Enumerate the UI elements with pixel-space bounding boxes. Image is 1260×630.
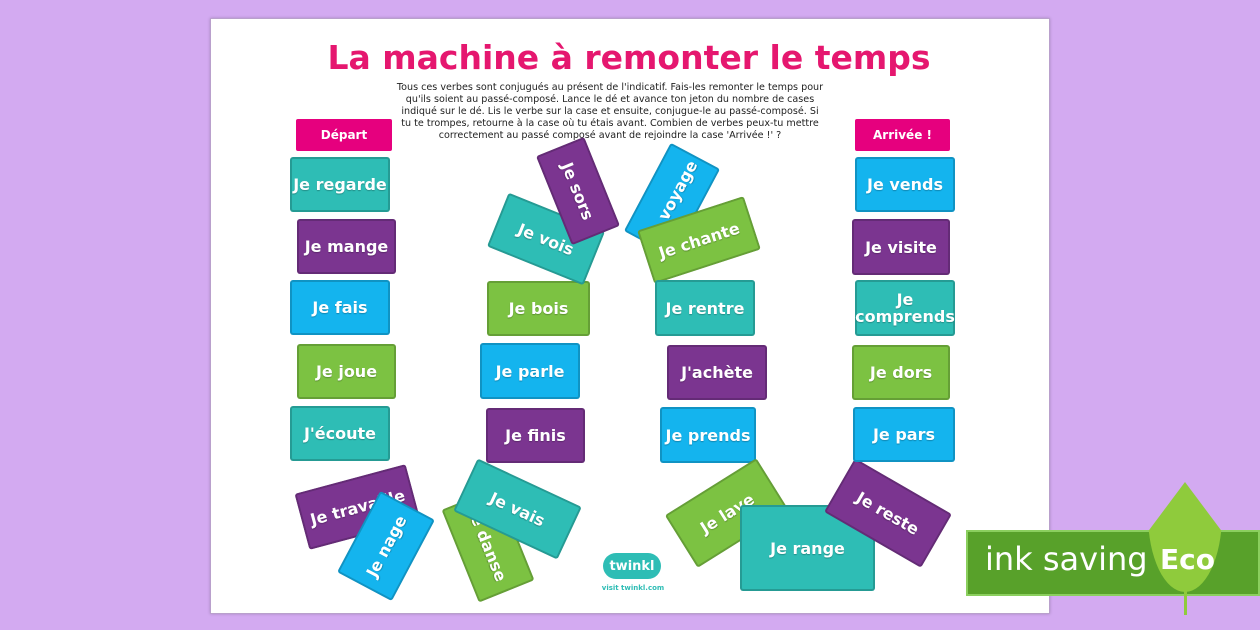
- board-square: Je joue: [297, 344, 396, 399]
- ink-saving-text: ink saving: [985, 540, 1148, 578]
- start-label: Départ: [296, 119, 392, 151]
- eco-label: Eco: [1160, 543, 1215, 576]
- twinkl-logo: twinkl: [603, 553, 661, 579]
- board-square: Je prends: [660, 407, 756, 463]
- twinkl-url: visit twinkl.com: [601, 584, 665, 592]
- board-square: Je mange: [297, 219, 396, 274]
- board-square: Je rentre: [655, 280, 755, 336]
- board-square: Je pars: [853, 407, 955, 462]
- board-square: Je vends: [855, 157, 955, 212]
- page-title: La machine à remonter le temps: [327, 38, 931, 77]
- board-square: Je dors: [852, 345, 950, 400]
- board-square: Je finis: [486, 408, 585, 463]
- board-square: Je visite: [852, 219, 950, 275]
- board-square: Je regarde: [290, 157, 390, 212]
- board-square: Je parle: [480, 343, 580, 399]
- leaf-stem: [1184, 585, 1187, 615]
- board-square: J'écoute: [290, 406, 390, 461]
- board-square: Je fais: [290, 280, 390, 335]
- board-square: J'achète: [667, 345, 767, 400]
- board-square: Je comprends: [855, 280, 955, 336]
- board-square: Je bois: [487, 281, 590, 336]
- instructions: Tous ces verbes sont conjugués au présen…: [396, 82, 824, 141]
- finish-label: Arrivée !: [855, 119, 950, 151]
